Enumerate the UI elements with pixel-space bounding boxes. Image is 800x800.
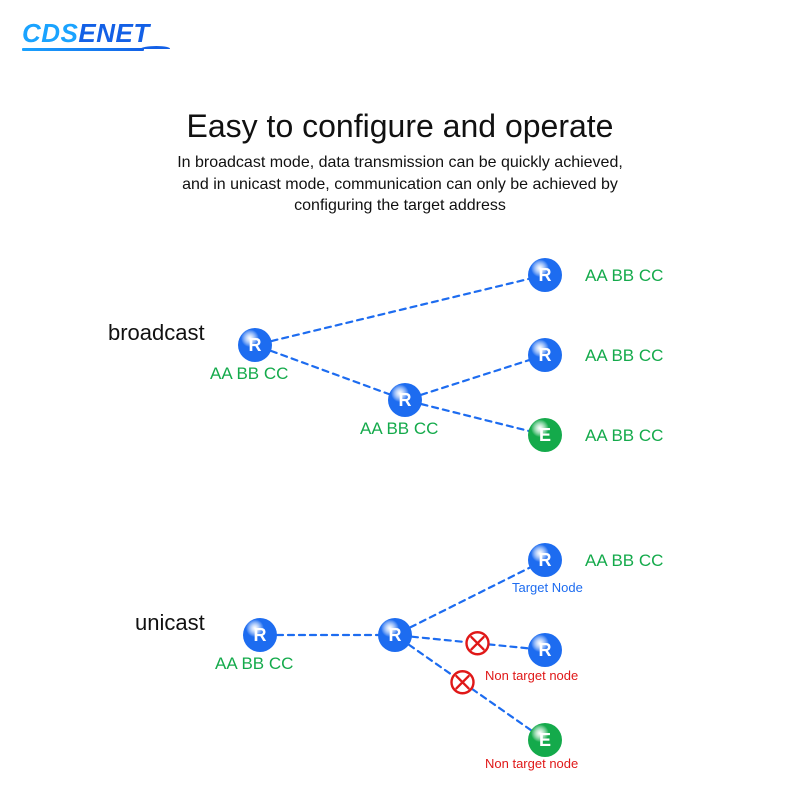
node-label: AA BB CC xyxy=(215,654,293,673)
node-label: AA BB CC xyxy=(585,346,663,365)
node-letter: R xyxy=(539,550,552,570)
node-label: AA BB CC xyxy=(585,551,663,570)
node-label: AA BB CC xyxy=(360,419,438,438)
edge xyxy=(421,360,529,395)
node-letter: E xyxy=(539,425,551,445)
network-diagram: R AA BB CC R AA BB CC R AA BB CC R AA BB CC E AA … xyxy=(0,0,800,800)
caption: Target Node xyxy=(512,580,583,595)
caption: Non target node xyxy=(485,756,578,771)
lbl-broadcast: broadcast xyxy=(108,320,205,345)
lbl-unicast: unicast xyxy=(135,610,205,635)
edge xyxy=(410,568,530,628)
node-letter: R xyxy=(389,625,402,645)
node-letter: R xyxy=(254,625,267,645)
node-letter: R xyxy=(399,390,412,410)
edge xyxy=(271,351,389,394)
caption: Non target node xyxy=(485,668,578,683)
node-letter: R xyxy=(539,265,552,285)
node-label: AA BB CC xyxy=(210,364,288,383)
node-letter: R xyxy=(539,345,552,365)
edge xyxy=(272,279,529,341)
node-label: AA BB CC xyxy=(585,266,663,285)
node-label: AA BB CC xyxy=(585,426,663,445)
node-letter: R xyxy=(249,335,262,355)
node-letter: E xyxy=(539,730,551,750)
node-letter: R xyxy=(539,640,552,660)
